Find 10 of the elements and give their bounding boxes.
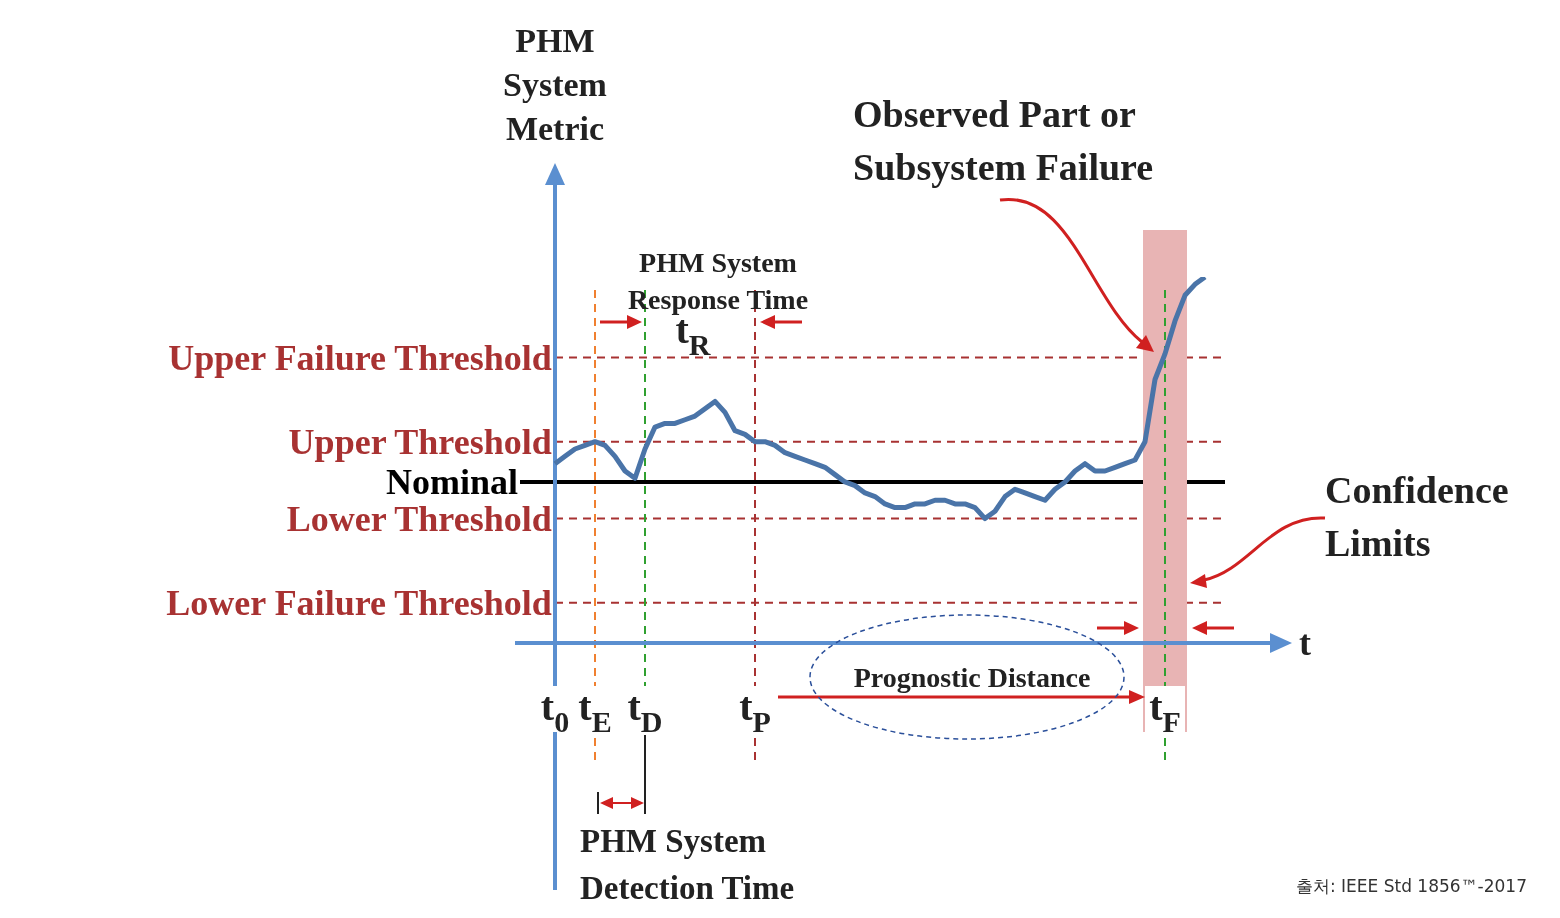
ref-line-label: Upper Threshold [288,421,552,462]
x-axis-title: t [1299,623,1311,663]
source-note: 출처: IEEE Std 1856™-2017 [1295,876,1527,896]
text: Observed Part or Subsystem Failure [853,93,1154,188]
text: Confidence Limits [1325,469,1509,564]
y-axis-title: PHM System Metric [503,22,607,147]
text: PHM System Detection Time [580,823,795,906]
ref-line-label: Lower Failure Threshold [166,582,552,623]
text: Prognostic Distance [853,662,1091,693]
ref-line-label: Upper Failure Threshold [168,337,552,378]
